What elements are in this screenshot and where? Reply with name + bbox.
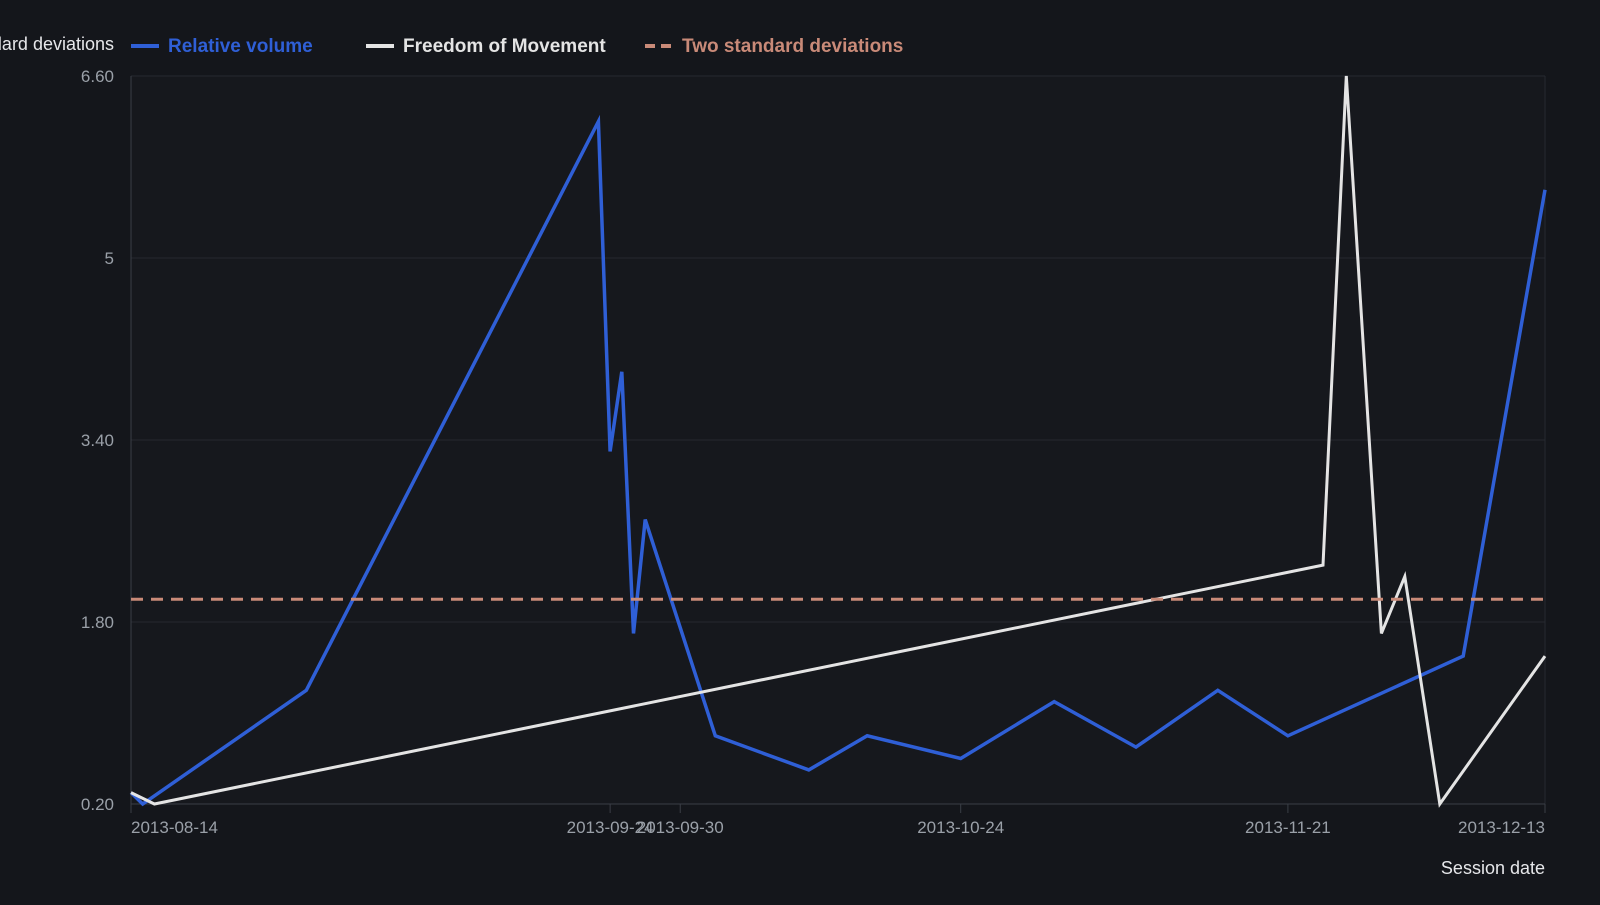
y-tick-label-3-40: 3.40 bbox=[81, 431, 114, 450]
legend-label-two-standard-deviations: Two standard deviations bbox=[682, 36, 903, 57]
y-tick-label-0-20: 0.20 bbox=[81, 795, 114, 814]
y-axis-title: Standard deviations bbox=[0, 34, 114, 54]
y-tick-labels: 6.60 5 3.40 1.80 0.20 bbox=[81, 67, 114, 814]
x-tick-label-2013-11-21: 2013-11-21 bbox=[1245, 818, 1331, 837]
grid-lines bbox=[131, 75, 1545, 805]
series-lines bbox=[129, 75, 1547, 808]
x-tick-label-2013-10-24: 2013-10-24 bbox=[917, 818, 1004, 837]
x-tick-label-2013-12-13: 2013-12-13 bbox=[1458, 818, 1545, 837]
legend-label-freedom-of-movement: Freedom of Movement bbox=[403, 36, 606, 57]
x-axis-title: Session date bbox=[1441, 858, 1545, 878]
series-line-freedom-of-movement[interactable] bbox=[130, 75, 1547, 808]
legend-item-two-standard-deviations[interactable]: Two standard deviations bbox=[645, 36, 903, 57]
legend[interactable]: Relative volume Freedom of Movement Two st… bbox=[131, 36, 903, 57]
x-tick-label-2013-08-14: 2013-08-14 bbox=[131, 818, 218, 837]
y-tick-label-6-60: 6.60 bbox=[81, 67, 114, 86]
y-tick-label-5: 5 bbox=[105, 249, 114, 268]
legend-label-relative-volume: Relative volume bbox=[168, 36, 313, 57]
series-line-relative-volume[interactable] bbox=[129, 114, 1547, 807]
y-tick-label-1-80: 1.80 bbox=[81, 613, 114, 632]
x-tick-label-2013-09-30: 2013-09-30 bbox=[637, 818, 724, 837]
x-tick-label-2013-09-24: 2013-09-24 bbox=[567, 818, 654, 837]
legend-item-relative-volume[interactable]: Relative volume bbox=[131, 36, 313, 57]
legend-item-freedom-of-movement[interactable]: Freedom of Movement bbox=[366, 36, 606, 57]
